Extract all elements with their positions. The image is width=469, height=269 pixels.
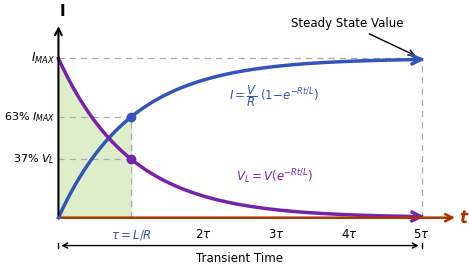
Text: $I = \dfrac{V}{R}\ (1{-}e^{-Rt/L})$: $I = \dfrac{V}{R}\ (1{-}e^{-Rt/L})$ — [229, 84, 319, 109]
Text: Transient Time: Transient Time — [197, 252, 283, 265]
Text: $\tau = L/R$: $\tau = L/R$ — [111, 228, 151, 242]
Text: 3$\tau$: 3$\tau$ — [268, 228, 285, 241]
Text: $I_{MAX}$: $I_{MAX}$ — [31, 51, 55, 66]
Text: I: I — [60, 3, 66, 19]
Text: 37% $V_L$: 37% $V_L$ — [13, 152, 55, 166]
Text: t: t — [459, 209, 467, 227]
Text: 63% $I_{MAX}$: 63% $I_{MAX}$ — [4, 110, 55, 124]
Text: $V_L = V(e^{-Rt/L})$: $V_L = V(e^{-Rt/L})$ — [236, 167, 313, 186]
Text: 5$\tau$: 5$\tau$ — [413, 228, 430, 241]
Text: Steady State Value: Steady State Value — [291, 17, 414, 55]
Text: 2$\tau$: 2$\tau$ — [196, 228, 212, 241]
Text: 4$\tau$: 4$\tau$ — [340, 228, 357, 241]
